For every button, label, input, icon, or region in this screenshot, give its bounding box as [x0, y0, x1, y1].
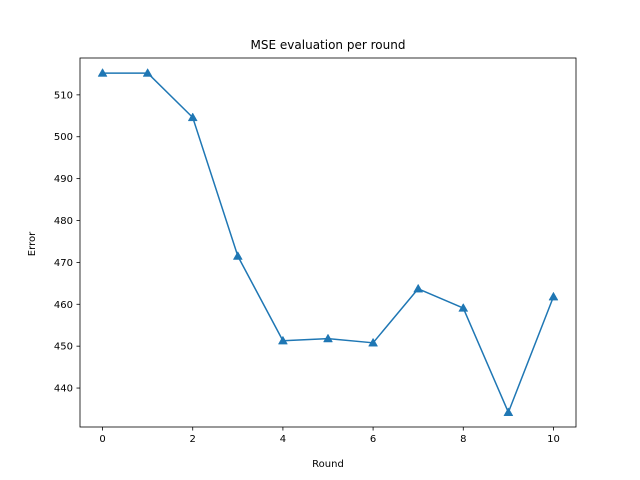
- data-point-marker: [232, 251, 243, 260]
- y-axis-title: Error: [27, 231, 38, 256]
- x-tick-label: 0: [99, 434, 105, 445]
- y-tick-label: 440: [54, 384, 73, 395]
- y-tick-label: 500: [54, 132, 73, 143]
- data-point-marker: [548, 291, 559, 301]
- y-tick-label: 490: [54, 174, 73, 185]
- axes-frame: [79, 57, 577, 428]
- data-point-marker: [458, 303, 469, 312]
- data-point-marker: [323, 333, 333, 343]
- y-tick-label: 460: [54, 300, 73, 311]
- data-point-marker: [368, 337, 379, 347]
- plot-area: 0 2 4 6 8 10 440 450 460 470 480 490 500 510: [54, 57, 577, 445]
- data-point-marker: [187, 112, 198, 122]
- x-tick-label: 8: [460, 434, 466, 445]
- x-tick-label: 4: [280, 434, 286, 445]
- x-tick-label: 2: [190, 434, 196, 445]
- x-axis-title: Round: [312, 459, 344, 470]
- data-point-marker: [277, 335, 288, 345]
- y-tick-label: 480: [54, 216, 73, 227]
- y-tick-label: 470: [54, 258, 73, 269]
- y-tick-label: 450: [54, 342, 73, 353]
- y-tick-label: 510: [54, 90, 73, 101]
- chart-title: MSE evaluation per round: [251, 38, 406, 52]
- data-point-marker: [97, 68, 108, 77]
- data-point-marker: [142, 68, 153, 77]
- x-tick-label: 6: [370, 434, 376, 445]
- data-point-marker: [413, 283, 424, 293]
- data-point-marker: [503, 407, 514, 416]
- x-tick-label: 10: [547, 434, 560, 445]
